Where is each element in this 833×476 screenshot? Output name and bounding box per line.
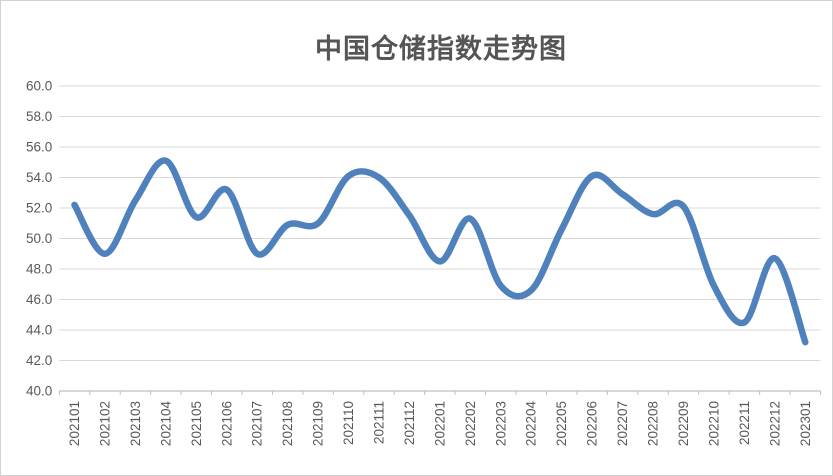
x-axis-label: 202101 [67,401,82,446]
x-axis-label: 202108 [280,401,295,446]
x-axis-label: 202109 [311,401,326,446]
y-axis-label: 52.0 [26,201,52,216]
x-axis-label: 202210 [706,401,721,446]
x-axis-label: 202301 [798,401,813,446]
x-axis-label: 202103 [128,401,143,446]
y-axis-label: 44.0 [26,323,52,338]
x-axis-label: 202105 [189,401,204,446]
y-axis-label: 54.0 [26,170,52,185]
y-axis-label: 40.0 [26,384,52,399]
x-axis-label: 202112 [402,401,417,445]
x-axis-label: 202111 [372,401,387,444]
x-axis-label: 202104 [158,401,173,447]
y-axis-label: 56.0 [26,140,52,155]
x-axis-label: 202207 [615,401,630,446]
y-axis-label: 50.0 [26,231,52,246]
y-axis-label: 46.0 [26,292,52,307]
y-axis-label: 48.0 [26,262,52,277]
x-axis-label: 202209 [676,401,691,446]
x-axis-label: 202106 [219,401,234,446]
y-axis-label: 58.0 [26,109,52,124]
x-axis-label: 202110 [341,401,356,445]
x-axis-label: 202205 [554,401,569,446]
warehousing-index-series-line [71,157,809,346]
x-axis-label: 202203 [493,401,508,446]
x-axis-label: 202201 [432,401,447,446]
x-axis-label: 202208 [646,401,661,446]
x-axis-label: 202212 [767,401,782,446]
y-axis-label: 60.0 [26,79,52,94]
x-axis-label: 202211 [737,401,752,445]
x-axis-label: 202107 [250,401,265,446]
x-axis-label: 202202 [463,401,478,446]
x-axis-label: 202204 [524,401,539,447]
x-axis-label: 202206 [585,401,600,446]
x-axis-label: 202102 [97,401,112,446]
y-axis-label: 42.0 [26,353,52,368]
